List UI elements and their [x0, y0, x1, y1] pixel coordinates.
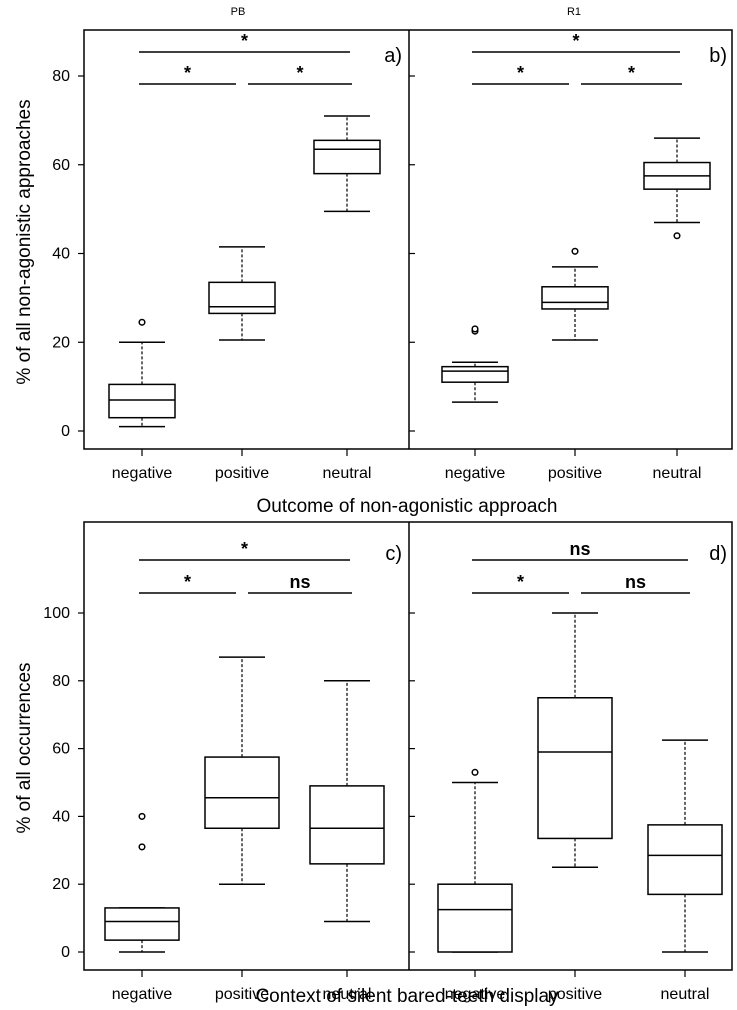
outlier-point: [138, 318, 146, 326]
y-tick-label: 20: [52, 876, 70, 893]
outlier-point: [138, 812, 146, 820]
significance-label: ns: [569, 539, 590, 559]
category-label: positive: [548, 465, 602, 482]
outlier-point: [471, 325, 479, 333]
top-plot-frame: [83, 29, 733, 450]
significance-label: *: [241, 31, 248, 51]
box: [309, 785, 385, 865]
category-label: neutral: [653, 465, 702, 482]
outlier-point: [673, 232, 681, 240]
box: [647, 824, 723, 896]
box: [313, 139, 381, 175]
y-tick-label: 40: [52, 808, 70, 825]
panel-label-b: b): [709, 45, 727, 67]
category-label: positive: [215, 465, 269, 482]
y-axis-title-top: % of all non-agonistic approaches: [14, 99, 35, 384]
y-tick-label: 60: [52, 741, 70, 758]
y-tick-label: 60: [52, 157, 70, 174]
significance-label: *: [517, 572, 524, 592]
significance-label: *: [296, 63, 303, 83]
category-label: negative: [112, 465, 173, 482]
category-label: negative: [112, 986, 173, 1003]
y-tick-label: 80: [52, 68, 70, 85]
significance-label: *: [628, 63, 635, 83]
box: [104, 907, 180, 941]
category-label: neutral: [661, 986, 710, 1003]
box: [441, 365, 509, 383]
significance-label: *: [241, 539, 248, 559]
category-label: neutral: [323, 986, 372, 1003]
panel-label-c: c): [385, 543, 402, 565]
significance-label: *: [184, 63, 191, 83]
category-label: negative: [445, 986, 506, 1003]
box: [204, 756, 280, 830]
y-tick-label: 0: [61, 423, 70, 440]
bottom-plot-frame: [83, 521, 733, 971]
significance-label: *: [517, 63, 524, 83]
box: [108, 383, 176, 419]
panel-label-d: d): [709, 543, 727, 565]
chart-marks: 0 20 40 60 80 negative positive neutral * * * negat…: [43, 31, 723, 1003]
significance-label: *: [572, 31, 579, 51]
y-tick-label: 20: [52, 334, 70, 351]
y-tick-label: 40: [52, 246, 70, 263]
group-title-pb: PB: [231, 6, 246, 18]
group-title-r1: R1: [567, 6, 581, 18]
y-tick-label: 0: [61, 944, 70, 961]
x-axis-title-bottom: Context of silent bared-teeth display: [255, 986, 559, 1007]
outlier-point: [138, 843, 146, 851]
y-tick-label: 100: [43, 605, 70, 622]
outlier-point: [471, 768, 479, 776]
box: [541, 286, 609, 310]
significance-label: ns: [625, 572, 646, 592]
y-tick-label: 80: [52, 673, 70, 690]
box: [208, 281, 276, 315]
significance-label: ns: [289, 572, 310, 592]
box: [537, 697, 613, 840]
category-label: positive: [548, 986, 602, 1003]
significance-label: *: [184, 572, 191, 592]
category-label: neutral: [323, 465, 372, 482]
panel-label-a: a): [384, 45, 402, 67]
outlier-point: [571, 247, 579, 255]
box: [437, 883, 513, 953]
category-label: negative: [445, 465, 506, 482]
y-axis-title-bottom: % of all occurrences: [14, 662, 35, 833]
category-label: positive: [215, 986, 269, 1003]
x-axis-title-top: Outcome of non-agonistic approach: [256, 496, 557, 517]
